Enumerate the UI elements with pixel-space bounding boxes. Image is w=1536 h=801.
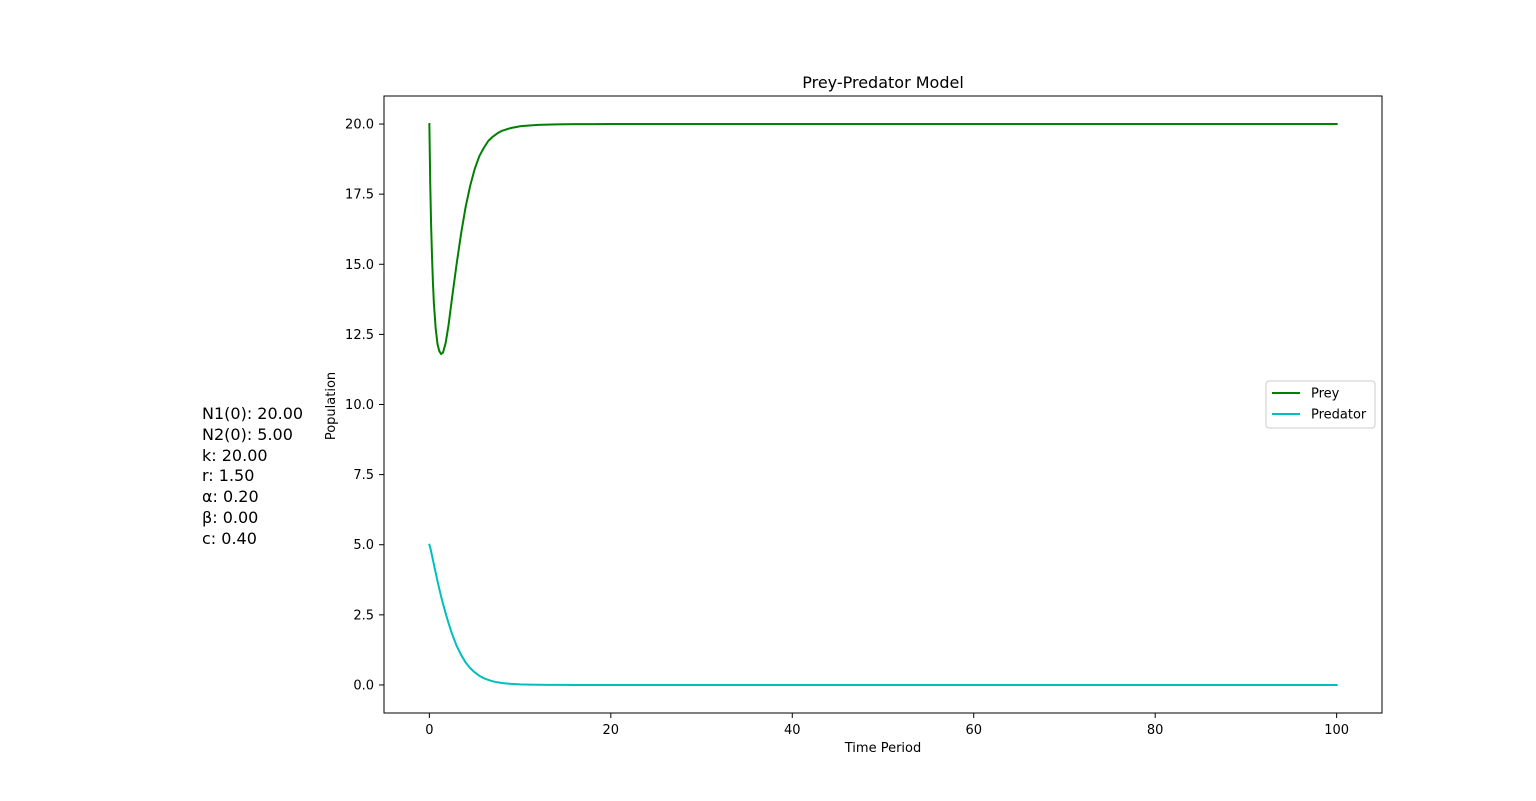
x-tick-label: 0 <box>425 723 433 738</box>
x-axis-ticks: 0 20 40 60 80 100 <box>425 713 1349 738</box>
chart-title: Prey-Predator Model <box>802 73 964 92</box>
param-k: k: 20.00 <box>202 445 268 465</box>
series-line-predator <box>428 543 1338 686</box>
x-tick-label: 80 <box>1147 723 1164 738</box>
x-tick-label: 60 <box>965 723 982 738</box>
param-r: r: 1.50 <box>202 466 255 486</box>
series-line-prey <box>428 123 1338 356</box>
x-tick-label: 20 <box>603 723 620 738</box>
plot-lines <box>428 123 1338 686</box>
plot-area-frame <box>383 95 1383 714</box>
param-alpha: α: 0.20 <box>202 487 259 507</box>
y-tick-label: 15.0 <box>345 258 374 273</box>
y-tick-label: 20.0 <box>345 118 374 133</box>
legend-label-prey: Prey <box>1311 387 1340 402</box>
y-tick-label: 0.0 <box>353 678 374 693</box>
legend-label-predator: Predator <box>1311 408 1367 423</box>
param-c: c: 0.40 <box>202 528 257 548</box>
y-tick-label: 5.0 <box>353 538 374 553</box>
y-tick-label: 2.5 <box>353 608 374 623</box>
y-tick-label: 17.5 <box>345 188 374 203</box>
param-n1-initial: N1(0): 20.00 <box>202 404 304 423</box>
y-tick-label: 12.5 <box>345 328 374 343</box>
y-axis-ticks: 0.0 2.5 5.0 7.5 10.0 12.5 15.0 17.5 20.0 <box>345 118 384 693</box>
x-tick-label: 40 <box>784 723 801 738</box>
y-tick-label: 7.5 <box>353 468 374 483</box>
x-axis-label: Time Period <box>844 741 921 756</box>
y-axis-label: Population <box>324 372 339 440</box>
legend: Prey Predator <box>1265 380 1376 429</box>
parameter-annotation: N1(0): 20.00 N2(0): 5.00 k: 20.00 r: 1.5… <box>202 404 303 550</box>
param-beta: β: 0.00 <box>202 507 259 527</box>
param-n2-initial: N2(0): 5.00 <box>202 424 293 444</box>
x-tick-label: 100 <box>1324 723 1349 738</box>
y-tick-label: 10.0 <box>345 398 374 413</box>
